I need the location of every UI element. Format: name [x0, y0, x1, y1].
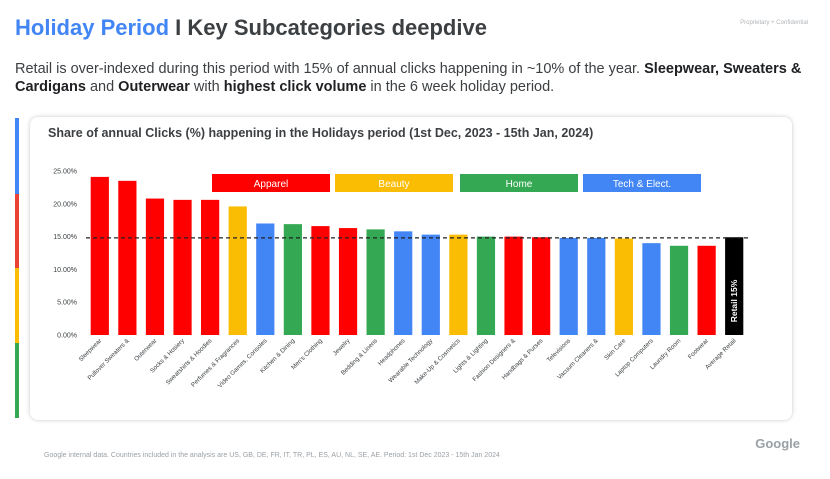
bar-laptop-computers: [642, 243, 661, 335]
legend-box-tech: [583, 174, 701, 192]
bar-footwear: [697, 245, 716, 335]
confidential-label: Proprietary + Confidential: [740, 20, 808, 26]
bar-make-up-cosmetics: [449, 234, 468, 335]
bar-chart: 0.00% 5.00% 10.00% 15.00% 20.00% 25.00% Sleepw…: [53, 169, 748, 390]
bar-socks-hosiery: [173, 199, 192, 335]
bar-lights-lighting: [476, 236, 496, 335]
accent-bar-red: [15, 194, 19, 268]
chart-card: Share of annual Clicks (%) happening in …: [30, 117, 792, 420]
x-tick-label: Televisions: [546, 337, 572, 363]
accent-bar-yellow: [15, 268, 19, 343]
legend-label-tech: Tech & Elect.: [613, 179, 671, 190]
retail-bar-label: Retail 15%: [729, 279, 739, 322]
bar-sleepwear: [90, 176, 109, 335]
x-tick-label: Video Games, Consoles: [217, 337, 269, 389]
subtitle-bold-3: highest click volume: [223, 79, 367, 95]
x-tick-label: Sleepwear: [78, 337, 104, 363]
x-tick-label: Make-Up & Cosmetics: [413, 337, 461, 385]
x-tick-label: Perfumes & Fragrances: [190, 337, 241, 388]
bar-jewelry: [338, 228, 358, 335]
legend-box-beauty: [335, 174, 453, 192]
y-tick-label: 10.00%: [53, 267, 77, 274]
bar-outerwear: [145, 198, 165, 335]
footer-note: Google internal data. Countries included…: [44, 452, 500, 459]
accent-bar-blue: [15, 118, 19, 194]
legend-label-home: Home: [506, 179, 533, 190]
bar-laundry-room: [669, 245, 689, 335]
page-title: Holiday Period I Key Subcategories deepd…: [15, 15, 487, 41]
chart-title: Share of annual Clicks (%) happening in …: [48, 126, 594, 140]
subtitle-text-4: in the 6 week holiday period.: [366, 79, 555, 95]
y-tick-label: 0.00%: [57, 333, 77, 340]
legend-box-home: [460, 174, 578, 192]
x-tick-label: Footwear: [687, 337, 710, 360]
subtitle: Retail is over-indexed during this perio…: [15, 60, 815, 96]
y-tick-label: 20.00%: [53, 201, 77, 208]
bar-fashion-designers: [504, 236, 523, 335]
x-tick-label: Headphones: [377, 337, 407, 367]
legend-label-apparel: Apparel: [254, 179, 288, 190]
subtitle-bold-1: Sleepwear, Sweaters & Cardigans: [15, 61, 802, 95]
y-tick-label: 25.00%: [53, 169, 77, 176]
bar-wearable-technology: [421, 234, 440, 335]
x-tick-label: Skin Care: [603, 337, 628, 362]
y-tick-label: 5.00%: [57, 300, 77, 307]
accent-bar-green: [15, 343, 19, 418]
bar-vacuum-cleaners: [587, 237, 606, 335]
subtitle-text-2: and: [85, 79, 119, 95]
subtitle-text-3: with: [189, 79, 224, 95]
bar-handbags-purses: [532, 237, 551, 335]
bar-headphones: [394, 231, 413, 335]
bar-kitchen-dining: [283, 224, 302, 335]
bar-men-s-clothing: [311, 226, 330, 335]
bar-televisions: [559, 237, 578, 335]
bar-sweatshirts-hoodies: [201, 199, 220, 335]
bar-video-games-consoles: [256, 223, 275, 335]
title-rest: I Key Subcategories deepdive: [169, 15, 487, 40]
legend-box-apparel: [212, 174, 330, 192]
title-highlight: Holiday Period: [15, 15, 170, 40]
google-logo: Google: [755, 436, 800, 451]
x-tick-label: Outerwear: [133, 337, 158, 362]
subtitle-bold-2: Outerwear: [118, 79, 190, 95]
y-tick-label: 15.00%: [53, 234, 77, 241]
bar-bedding-linens: [366, 229, 385, 335]
bar-average-retail: [725, 237, 744, 335]
bar-pullover-sweaters: [118, 180, 137, 335]
bar-skin-care: [614, 238, 633, 335]
x-tick-label: Jewelry: [332, 337, 352, 357]
legend-label-beauty: Beauty: [378, 179, 409, 190]
bar-perfumes-fragrances: [228, 206, 247, 335]
x-tick-label: Sweatshirts & Hoodies: [165, 337, 214, 386]
subtitle-text-1: Retail is over-indexed during this perio…: [15, 61, 645, 77]
